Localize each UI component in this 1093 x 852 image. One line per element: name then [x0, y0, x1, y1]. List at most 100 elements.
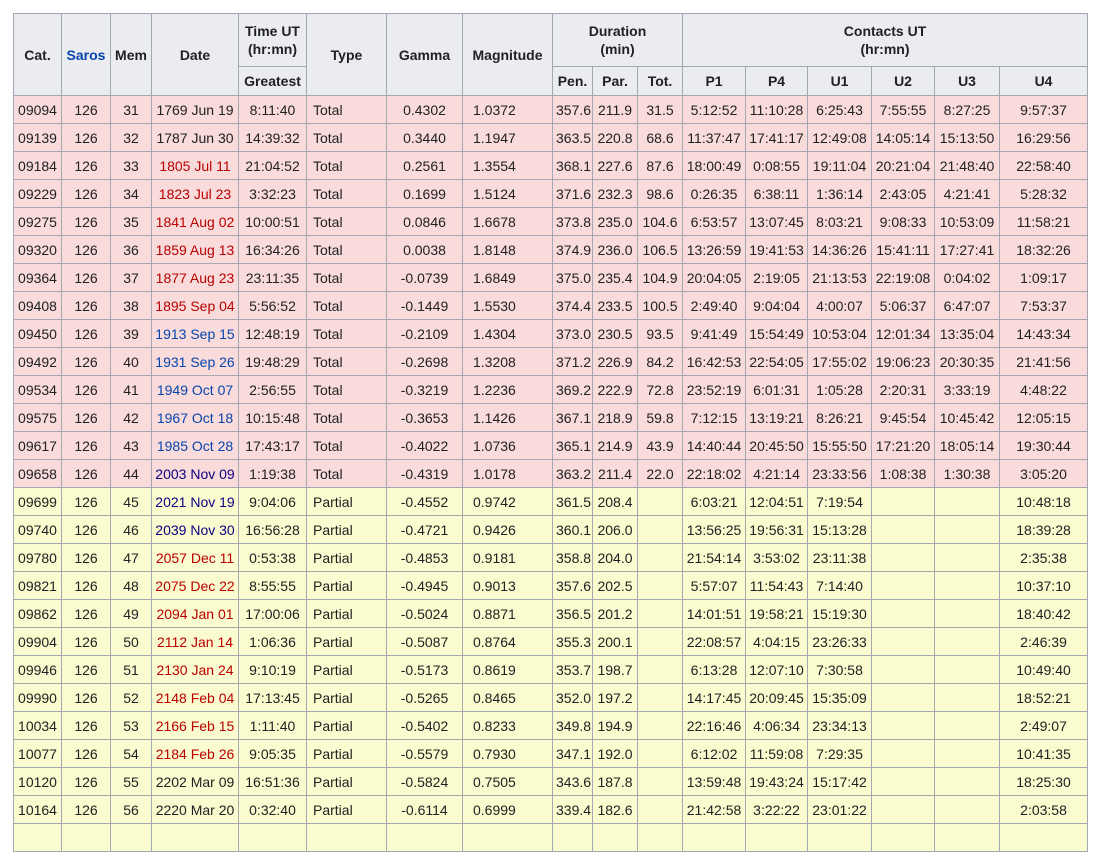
cell-par: 194.9 [593, 712, 638, 740]
cell-par [593, 824, 638, 852]
cell-u3 [935, 600, 1000, 628]
cell-date: 1841 Aug 02 [152, 208, 239, 236]
cell-u4: 19:30:44 [1000, 432, 1088, 460]
cell-u4: 21:41:56 [1000, 348, 1088, 376]
cell-greatest: 10:15:48 [239, 404, 307, 432]
cell-p4: 17:41:17 [746, 124, 808, 152]
cell-par: 211.9 [593, 96, 638, 124]
cell-saros: 126 [62, 600, 111, 628]
cell-date: 1823 Jul 23 [152, 180, 239, 208]
date-link[interactable]: 1859 Aug 13 [156, 242, 235, 258]
cell-mem: 48 [111, 572, 152, 600]
date-link[interactable]: 2057 Dec 11 [156, 550, 234, 566]
date-link[interactable]: 2148 Feb 04 [156, 690, 235, 706]
date-link[interactable]: 1967 Oct 18 [157, 410, 233, 426]
cell-gamma: -0.5579 [387, 740, 463, 768]
date-link[interactable]: 1913 Sep 15 [155, 326, 234, 342]
date-link[interactable]: 1985 Oct 28 [157, 438, 233, 454]
cell-u1: 23:26:33 [808, 628, 872, 656]
cell-p4: 11:59:08 [746, 740, 808, 768]
table-row: 09229126341823 Jul 233:32:23Total0.16991… [14, 180, 1088, 208]
date-link[interactable]: 1841 Aug 02 [156, 214, 235, 230]
date-link[interactable]: 1877 Aug 23 [156, 270, 235, 286]
cell-gamma: -0.5265 [387, 684, 463, 712]
date-link[interactable]: 2003 Nov 09 [155, 466, 234, 482]
cell-cat: 09184 [14, 152, 62, 180]
date-link[interactable]: 2112 Jan 14 [157, 634, 233, 650]
cell-cat: 09617 [14, 432, 62, 460]
cell-u3 [935, 740, 1000, 768]
cell-u1: 10:53:04 [808, 320, 872, 348]
cell-date: 2003 Nov 09 [152, 460, 239, 488]
cell-p1: 7:12:15 [683, 404, 746, 432]
cell-date: 1859 Aug 13 [152, 236, 239, 264]
cell-u2 [872, 796, 935, 824]
date-link[interactable]: 2021 Nov 19 [155, 494, 234, 510]
cell-u2: 2:20:31 [872, 376, 935, 404]
cell-mem: 49 [111, 600, 152, 628]
cell-u3: 10:45:42 [935, 404, 1000, 432]
date-link[interactable]: 1805 Jul 11 [159, 158, 230, 174]
cell-type: Total [307, 292, 387, 320]
cell-u3: 18:05:14 [935, 432, 1000, 460]
date-link[interactable]: 2130 Jan 24 [156, 662, 233, 678]
cell-u4: 2:46:39 [1000, 628, 1088, 656]
cell-p1: 6:12:02 [683, 740, 746, 768]
cell-p4: 20:45:50 [746, 432, 808, 460]
cell-gamma: -0.3653 [387, 404, 463, 432]
date-link[interactable]: 1823 Jul 23 [159, 186, 231, 202]
cell-u3: 17:27:41 [935, 236, 1000, 264]
cell-p4: 20:09:45 [746, 684, 808, 712]
cell-u2: 9:08:33 [872, 208, 935, 236]
cell-greatest: 16:34:26 [239, 236, 307, 264]
cell-magnitude: 1.6678 [463, 208, 553, 236]
cell-mem: 38 [111, 292, 152, 320]
cell-type [307, 824, 387, 852]
saros-header-link[interactable]: Saros [67, 47, 106, 63]
date-link[interactable]: 2184 Feb 26 [156, 746, 235, 762]
cell-p1: 2:49:40 [683, 292, 746, 320]
cell-p1: 11:37:47 [683, 124, 746, 152]
date-link[interactable]: 1931 Sep 26 [155, 354, 234, 370]
cell-par: 206.0 [593, 516, 638, 544]
cell-u2: 5:06:37 [872, 292, 935, 320]
cell-date: 2130 Jan 24 [152, 656, 239, 684]
cell-type: Partial [307, 628, 387, 656]
cell-u2: 20:21:04 [872, 152, 935, 180]
date-link[interactable]: 2075 Dec 22 [155, 578, 234, 594]
cell-pen: 361.5 [553, 488, 593, 516]
cell-u1: 23:11:38 [808, 544, 872, 572]
cell-greatest: 23:11:35 [239, 264, 307, 292]
cell-pen: 368.1 [553, 152, 593, 180]
table-row: 09139126321787 Jun 3014:39:32Total0.3440… [14, 124, 1088, 152]
cell-date: 1949 Oct 07 [152, 376, 239, 404]
col-header-magnitude: Magnitude [463, 14, 553, 96]
cell-u3: 4:21:41 [935, 180, 1000, 208]
cell-date: 1769 Jun 19 [152, 96, 239, 124]
cell-pen: 355.3 [553, 628, 593, 656]
cell-mem: 56 [111, 796, 152, 824]
cell-type: Partial [307, 488, 387, 516]
date-link[interactable]: 2039 Nov 30 [155, 522, 234, 538]
cell-greatest: 1:06:36 [239, 628, 307, 656]
cell-cat: 09364 [14, 264, 62, 292]
date-link[interactable]: 1949 Oct 07 [157, 382, 233, 398]
cell-date: 1967 Oct 18 [152, 404, 239, 432]
cell-cat: 09275 [14, 208, 62, 236]
date-link[interactable]: 2166 Feb 15 [156, 718, 235, 734]
cell-u1: 23:34:13 [808, 712, 872, 740]
cell-saros: 126 [62, 712, 111, 740]
cell-cat: 09821 [14, 572, 62, 600]
date-link[interactable]: 2094 Jan 01 [156, 606, 233, 622]
date-link[interactable]: 1895 Sep 04 [155, 298, 234, 314]
cell-u1: 7:19:54 [808, 488, 872, 516]
cell-u4: 18:25:30 [1000, 768, 1088, 796]
cell-mem: 40 [111, 348, 152, 376]
cell-par: 198.7 [593, 656, 638, 684]
cell-u3 [935, 796, 1000, 824]
cell-p1: 6:13:28 [683, 656, 746, 684]
cell-pen: 367.1 [553, 404, 593, 432]
cell-tot: 98.6 [638, 180, 683, 208]
col-header-saros: Saros [62, 14, 111, 96]
cell-mem: 44 [111, 460, 152, 488]
